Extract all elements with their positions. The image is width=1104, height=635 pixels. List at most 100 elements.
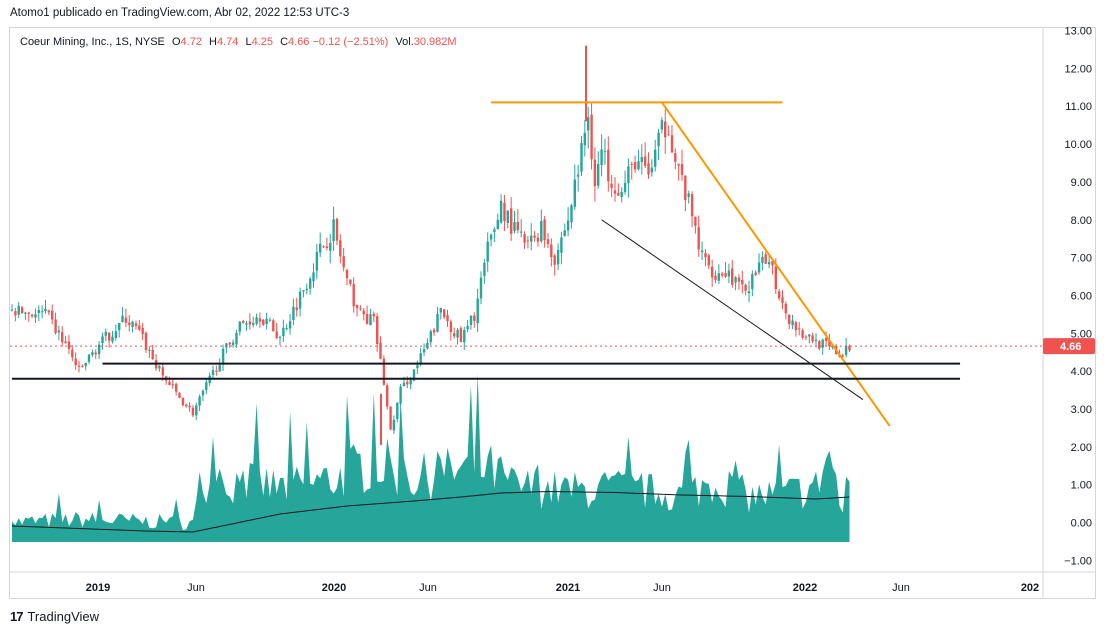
candle-body <box>64 341 67 344</box>
candle-body <box>724 273 727 277</box>
candle-body <box>710 266 714 278</box>
candle-body <box>238 321 241 332</box>
candle-body <box>788 314 791 324</box>
candle-body <box>278 336 282 338</box>
candle-body <box>597 164 600 186</box>
candle-body <box>268 319 272 321</box>
y-tick-label: −1.00 <box>1064 555 1092 567</box>
candle-body <box>587 117 590 131</box>
last-price-label: 4.66 <box>1060 341 1081 353</box>
candle-body <box>717 273 720 281</box>
candle-body <box>516 222 519 231</box>
candle-body <box>757 262 761 273</box>
candle-body <box>148 349 151 351</box>
candle-body <box>221 348 225 365</box>
candle-body <box>844 345 848 355</box>
candle-body <box>386 385 389 407</box>
candle-body <box>17 305 20 315</box>
y-tick-label: 0.00 <box>1071 518 1092 530</box>
candle-body <box>489 234 493 240</box>
candle-body <box>687 193 690 198</box>
high-value: 4.74 <box>216 36 239 48</box>
candle-body <box>466 325 469 330</box>
candle-body <box>697 227 700 250</box>
candle-body <box>580 143 583 172</box>
candle-body <box>680 164 684 175</box>
candle-body <box>777 291 781 299</box>
tradingview-brand[interactable]: 17 TradingView <box>10 609 99 624</box>
symbol-title[interactable]: Coeur Mining, Inc., 1S, NYSE <box>20 36 165 48</box>
candle-body <box>848 345 851 351</box>
candle-body <box>707 255 710 266</box>
candle-body <box>429 331 432 343</box>
candle-body <box>128 322 131 326</box>
candle-body <box>657 132 660 147</box>
candle-body <box>573 179 576 207</box>
y-tick-label: 6.00 <box>1071 290 1092 302</box>
candle-body <box>731 268 734 285</box>
y-tick-label: 5.00 <box>1071 328 1092 340</box>
candle-body <box>664 121 667 138</box>
candle-body <box>114 331 118 338</box>
candle-body <box>228 342 231 345</box>
downtrend-lower-line <box>601 219 864 400</box>
candle-body <box>643 156 647 166</box>
candle-body <box>426 342 429 349</box>
candle-body <box>630 163 633 165</box>
candle-body <box>513 222 516 231</box>
candle-body <box>603 151 607 153</box>
candle-body <box>764 254 767 264</box>
candle-body <box>459 328 463 342</box>
low-value: 4.25 <box>251 36 273 48</box>
candle-body <box>235 332 238 345</box>
chart-frame[interactable] <box>9 27 1096 599</box>
candle-body <box>352 284 355 307</box>
candle-body <box>84 362 87 367</box>
candle-body <box>479 277 483 299</box>
close-value: 4.66 <box>288 36 310 48</box>
x-tick-label: Jun <box>187 582 205 594</box>
candle-body <box>814 339 818 341</box>
candle-body <box>14 311 17 316</box>
candle-body <box>828 340 831 347</box>
candle-body <box>108 332 111 341</box>
candle-body <box>432 329 436 333</box>
candle-body <box>546 239 550 244</box>
candle-body <box>171 384 174 386</box>
volume-layer <box>11 373 850 542</box>
brand-name: TradingView <box>27 609 100 624</box>
candle-body <box>483 262 486 276</box>
candle-body <box>282 327 285 336</box>
candle-body <box>463 330 466 343</box>
candle-body <box>439 308 442 313</box>
y-tick-label: 2.00 <box>1071 442 1092 454</box>
candle-body <box>396 402 399 419</box>
candle-body <box>265 318 268 325</box>
candle-body <box>255 317 258 324</box>
drawing-layer <box>10 101 1043 427</box>
grid-layer <box>10 28 1095 598</box>
symbol-legend[interactable]: Coeur Mining, Inc., 1S, NYSE O4.72 H4.74… <box>20 36 457 48</box>
candle-body <box>151 349 154 360</box>
volume-area <box>12 373 850 542</box>
candle-body <box>81 365 84 367</box>
candle-body <box>824 338 828 341</box>
candle-body <box>704 253 707 258</box>
published-by-line: Atomo1 publicado en TradingView.com, Abr… <box>10 7 350 19</box>
candle-body <box>453 333 456 337</box>
candle-body <box>195 405 198 416</box>
candle-body <box>97 344 101 355</box>
candle-body <box>104 331 107 336</box>
candle-body <box>365 314 369 325</box>
candle-body <box>737 277 741 282</box>
candle-body <box>486 241 489 262</box>
candle-body <box>161 367 164 376</box>
y-tick-label: 3.00 <box>1071 404 1092 416</box>
candle-body <box>205 382 208 391</box>
candle-body <box>332 219 335 242</box>
candle-body <box>101 336 104 343</box>
candle-body <box>379 342 382 359</box>
candle-body <box>761 256 764 263</box>
x-tick-label: Jun <box>653 582 671 594</box>
